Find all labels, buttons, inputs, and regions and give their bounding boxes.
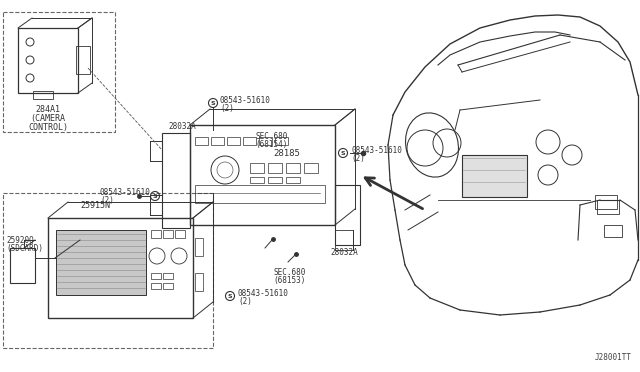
Bar	[227, 137, 240, 145]
Bar	[268, 163, 282, 173]
Bar	[195, 238, 203, 256]
Text: 28032A: 28032A	[168, 122, 196, 131]
Bar	[462, 155, 527, 197]
Text: (2): (2)	[238, 297, 252, 306]
Bar	[243, 137, 256, 145]
Bar	[268, 177, 282, 183]
Bar	[175, 230, 185, 238]
Text: S: S	[153, 194, 157, 199]
Text: 284A1: 284A1	[35, 105, 61, 114]
Bar	[3, 12, 115, 132]
Text: (68154): (68154)	[255, 140, 287, 149]
Text: S: S	[340, 151, 346, 156]
Text: 28185: 28185	[273, 149, 300, 158]
Text: (2): (2)	[100, 196, 114, 205]
Bar	[335, 230, 353, 250]
Text: 08543-51610: 08543-51610	[100, 188, 151, 197]
Bar	[151, 273, 161, 279]
Bar	[18, 28, 78, 93]
Text: 28032A: 28032A	[330, 248, 358, 257]
Bar	[195, 273, 203, 291]
Bar	[259, 137, 272, 145]
Bar	[211, 137, 224, 145]
Text: 25915N: 25915N	[80, 201, 110, 210]
Bar	[604, 225, 622, 237]
Bar	[195, 185, 325, 203]
Text: 25920Q: 25920Q	[6, 236, 34, 245]
Bar	[250, 163, 264, 173]
Bar	[151, 283, 161, 289]
Bar	[597, 200, 619, 214]
Text: SEC.680: SEC.680	[273, 268, 305, 277]
Text: (CAMERA: (CAMERA	[31, 114, 65, 123]
Text: CONTROL): CONTROL)	[28, 123, 68, 132]
Bar	[304, 163, 318, 173]
Bar	[195, 137, 208, 145]
Text: (2): (2)	[351, 154, 365, 163]
Text: (68153): (68153)	[273, 276, 305, 285]
Text: 08543-51610: 08543-51610	[220, 96, 271, 105]
Text: S: S	[228, 294, 232, 299]
Bar	[190, 125, 335, 225]
Bar	[275, 137, 288, 145]
Text: SEC.680: SEC.680	[255, 132, 287, 141]
Bar	[286, 177, 300, 183]
Bar	[33, 91, 53, 99]
Bar	[163, 283, 173, 289]
Bar	[56, 230, 146, 295]
Bar	[48, 218, 193, 318]
Bar	[595, 195, 617, 209]
Text: S: S	[211, 101, 215, 106]
Bar	[163, 273, 173, 279]
Bar	[10, 248, 35, 283]
Text: (2): (2)	[220, 104, 234, 113]
Text: (SDCARD): (SDCARD)	[6, 244, 43, 253]
Bar	[163, 230, 173, 238]
Bar	[286, 163, 300, 173]
Text: J28001TT: J28001TT	[595, 353, 632, 362]
Bar	[162, 133, 190, 228]
Bar	[151, 230, 161, 238]
Text: 08543-51610: 08543-51610	[238, 289, 289, 298]
Bar	[250, 177, 264, 183]
Bar	[76, 46, 90, 74]
Bar	[3, 193, 213, 348]
Text: 08543-51610: 08543-51610	[351, 146, 402, 155]
Bar	[335, 185, 360, 245]
